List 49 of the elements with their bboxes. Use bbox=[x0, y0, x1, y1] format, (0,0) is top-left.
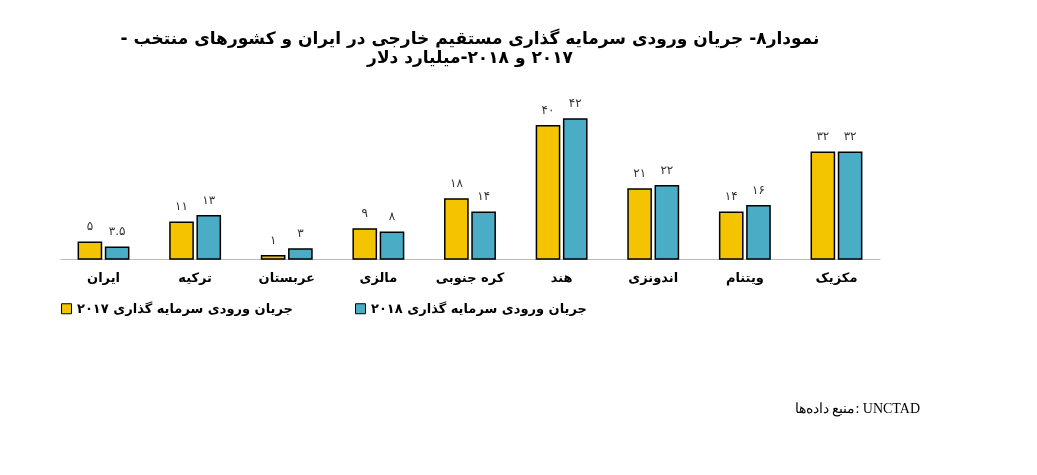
bar bbox=[196, 214, 222, 260]
text: منبع داده‌ها: UNCTAD bbox=[794, 401, 920, 417]
data-label: ۳ bbox=[297, 226, 305, 240]
bar bbox=[288, 248, 313, 260]
x-tick-label: کره جنوبی bbox=[435, 269, 505, 285]
bar bbox=[810, 151, 836, 260]
data-label: ۱۴ bbox=[477, 189, 491, 204]
data-label: ۳.۵ bbox=[108, 224, 126, 239]
bar bbox=[562, 118, 588, 260]
data-label: ۸ bbox=[388, 209, 396, 224]
data-label: ۱۴ bbox=[724, 189, 738, 204]
data-label: ۳۲ bbox=[843, 129, 857, 144]
bar bbox=[837, 151, 863, 260]
bar bbox=[379, 231, 405, 260]
data-label: ۱۶ bbox=[752, 182, 765, 197]
data-label: ۱۱ bbox=[175, 199, 188, 214]
x-tick-label: اندونزی bbox=[628, 269, 679, 285]
data-label: ۴۰ bbox=[541, 102, 555, 117]
x-tick-label: ترکیه bbox=[178, 269, 212, 285]
legend-label: جریان ورودی سرمایه گذاری ۲۰۱۸ bbox=[371, 300, 587, 316]
data-label: ۹ bbox=[361, 206, 368, 220]
x-tick-label: عربستان bbox=[258, 269, 315, 285]
x-tick-label: ویتنام bbox=[725, 269, 764, 286]
legend-label: جریان ورودی سرمایه گذاری ۲۰۱۷ bbox=[77, 300, 293, 316]
bar bbox=[352, 228, 378, 260]
bar bbox=[627, 188, 652, 260]
bar bbox=[444, 198, 469, 260]
chart-title: نمودار۸- جریان ورودی سرمایه گذاری مستقیم خارجی در ایران و کشورهای منتخب - ۲۰۱۷ و ۲۰۱۸-میلیارد دلار bbox=[120, 28, 820, 68]
data-label: ۲۱ bbox=[633, 166, 647, 180]
data-label: ۱۳ bbox=[202, 192, 216, 207]
data-label: ۳۲ bbox=[816, 129, 830, 144]
data-label: ۱۸ bbox=[449, 176, 464, 190]
data-label: ۲۲ bbox=[660, 162, 674, 177]
bar bbox=[471, 211, 496, 260]
x-tick-label: هند bbox=[550, 269, 573, 285]
x-tick-label: ایران bbox=[87, 269, 121, 285]
bar bbox=[77, 241, 103, 260]
bar bbox=[535, 124, 561, 260]
data-label: ۴۲ bbox=[568, 96, 582, 110]
data-label: ۱ bbox=[269, 232, 277, 247]
bar bbox=[746, 204, 771, 260]
x-tick-label: مکزیک bbox=[815, 269, 858, 285]
bar bbox=[718, 211, 744, 260]
bar bbox=[654, 184, 680, 260]
bar bbox=[169, 221, 194, 260]
bar bbox=[104, 246, 130, 260]
x-tick-label: مالزی bbox=[359, 269, 398, 285]
bar bbox=[260, 254, 286, 260]
data-label: ۵ bbox=[86, 219, 94, 234]
